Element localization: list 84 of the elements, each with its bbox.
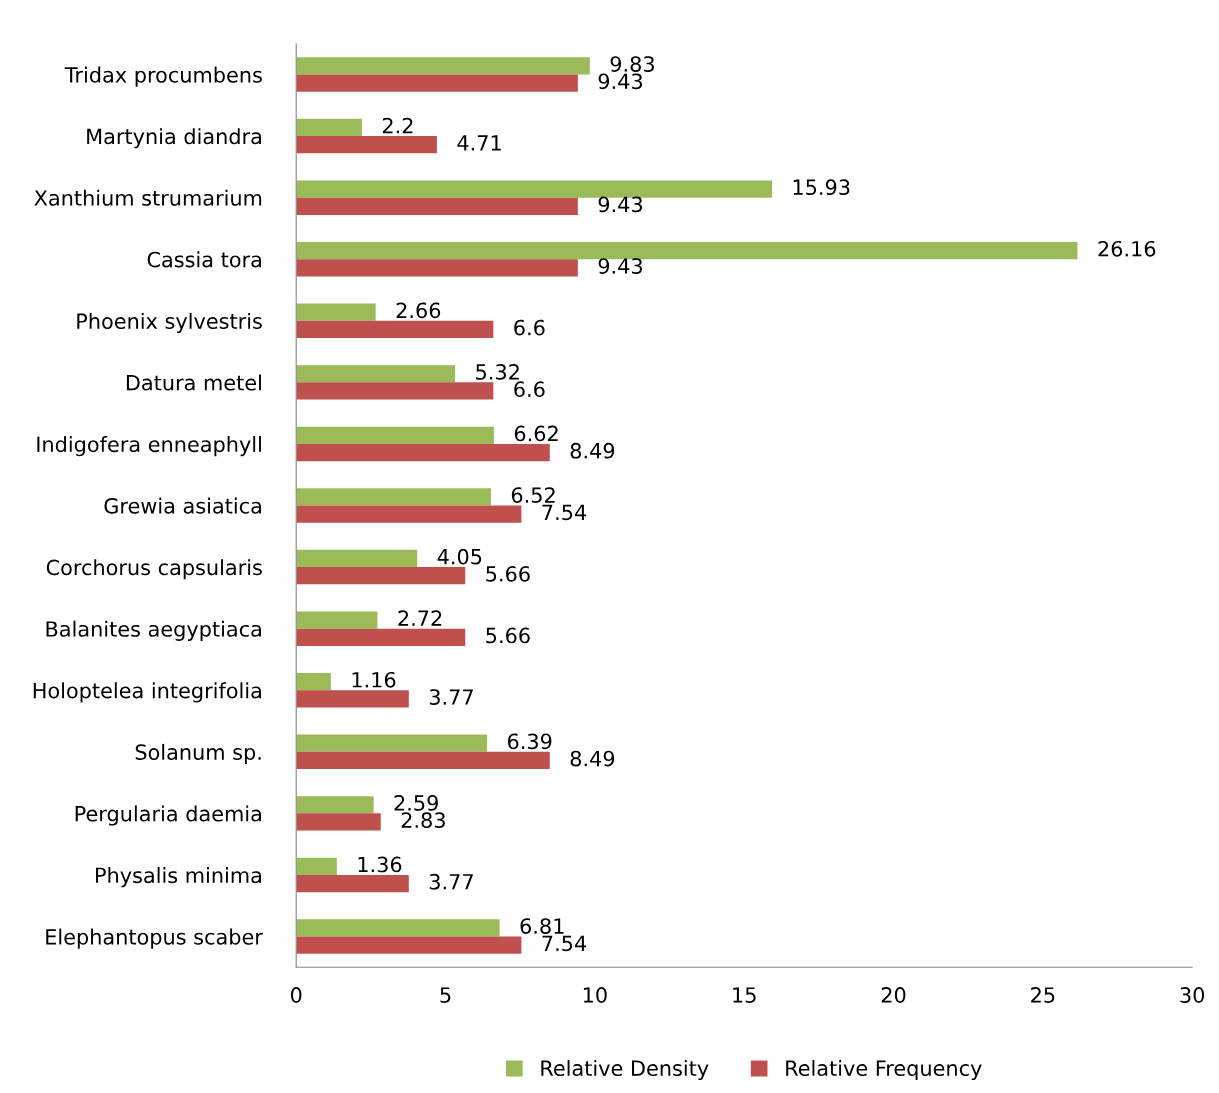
data-label: 7.54: [542, 935, 587, 952]
data-label: 8.49: [570, 442, 615, 459]
bar: [296, 796, 374, 814]
y-tick-label: Pergularia daemia: [75, 805, 261, 826]
data-label: 2.59: [394, 795, 438, 811]
x-tick-label: 0: [290, 987, 302, 1003]
bar: [296, 611, 378, 629]
y-tick-label: Xanthium strumarium: [34, 189, 262, 206]
x-tick-label: 5: [440, 987, 451, 1003]
y-tick-label: Grewia asiatica: [104, 497, 261, 514]
data-label: 6.6: [514, 319, 545, 336]
bar: [296, 567, 466, 585]
data-label: 3.77: [429, 873, 473, 890]
bar: [296, 734, 488, 752]
y-tick-label: Tridax procumbens: [64, 66, 262, 87]
data-label: 2.83: [401, 812, 445, 829]
data-label: 15.93: [793, 179, 850, 196]
data-label: 9.83: [610, 56, 654, 72]
data-label: 6.39: [507, 733, 552, 750]
y-tick-label: Solanum sp.: [135, 743, 261, 765]
y-tick-label: Corchorus capsularis: [46, 559, 262, 580]
data-label: 5.66: [486, 627, 530, 644]
data-label: 6.62: [514, 425, 558, 442]
y-tick-label: Phoenix sylvestris: [77, 312, 262, 334]
bar: [296, 505, 522, 523]
bar: [296, 672, 331, 691]
data-label: 2.66: [396, 302, 441, 319]
bar: [296, 180, 772, 198]
bar: [296, 813, 381, 831]
bar: [296, 426, 494, 444]
bar: [296, 628, 466, 646]
bar: [296, 136, 437, 154]
y-tick-label: Martynia diandra: [87, 128, 261, 149]
bar: [296, 919, 500, 937]
x-tick-label: 15: [733, 987, 756, 1003]
bar: [296, 443, 550, 462]
data-label: 9.43: [598, 196, 643, 213]
y-tick-label: Physalis minima: [96, 867, 261, 888]
y-tick-label: Cassia tora: [147, 251, 261, 268]
legend-label: Relative Frequency: [786, 1059, 982, 1081]
y-tick-label: Indigofera enneaphyll: [37, 436, 261, 457]
data-label: 4.05: [437, 548, 482, 565]
bar: [296, 118, 362, 137]
data-label: 6.52: [511, 487, 555, 503]
bar: [296, 57, 590, 75]
data-label: 1.36: [358, 856, 402, 873]
y-tick-label: Elephantopus scaber: [46, 928, 263, 949]
data-label: 8.49: [570, 750, 615, 767]
y-tick-label: Holoptelea integrifolia: [33, 682, 261, 703]
x-tick-label: 30: [1180, 987, 1205, 1003]
bar: [296, 751, 550, 770]
bar: [296, 74, 578, 92]
bar: [296, 241, 1078, 260]
bar: [296, 320, 494, 339]
data-label: 2.72: [398, 610, 442, 626]
data-label: 9.43: [598, 258, 643, 274]
data-label: 5.66: [486, 565, 530, 582]
y-tick-label: Datura metel: [126, 374, 261, 391]
bar: [296, 857, 337, 875]
data-label: 26.16: [1098, 240, 1156, 257]
bar: [296, 874, 409, 893]
data-label: 5.32: [476, 364, 519, 380]
bar: [296, 549, 418, 568]
bar: [296, 382, 494, 400]
y-tick-label: Balanites aegyptiaca: [46, 620, 261, 641]
bar: [296, 259, 578, 277]
data-label: 3.77: [429, 689, 473, 705]
bar: [296, 197, 578, 215]
legend-label: Relative Density: [541, 1059, 709, 1081]
data-label: 9.43: [598, 73, 643, 90]
bar: [296, 690, 409, 708]
x-tick-label: 25: [1031, 987, 1055, 1003]
bar: [296, 488, 491, 506]
data-label: 6.81: [520, 918, 564, 934]
data-label: 2.2: [382, 117, 413, 134]
bar: [296, 303, 376, 321]
x-tick-label: 10: [583, 987, 607, 1003]
data-label: 1.16: [352, 671, 396, 688]
bar: [296, 936, 522, 954]
data-label: 7.54: [542, 504, 587, 521]
data-label: 6.6: [514, 381, 545, 398]
bar: [296, 365, 456, 383]
x-tick-label: 20: [881, 987, 906, 1003]
data-label: 4.71: [457, 135, 501, 151]
